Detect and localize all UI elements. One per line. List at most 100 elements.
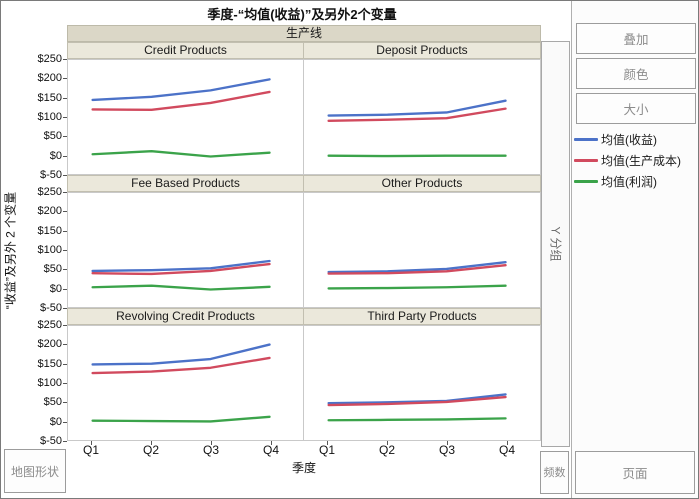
y-tick-label: $150 xyxy=(37,357,62,370)
y-tick-label: $-50 xyxy=(39,435,62,447)
y-tick-mark xyxy=(63,211,67,213)
chart-panel[interactable] xyxy=(67,59,304,175)
y-tick-label: $-50 xyxy=(39,302,62,314)
legend-item[interactable]: 均值(生产成本) xyxy=(574,150,698,171)
panel-header: Other Products xyxy=(303,175,541,192)
legend-line-swatch xyxy=(574,180,598,183)
color-dropzone[interactable]: 颜色 xyxy=(576,58,696,89)
x-tick-mark xyxy=(91,441,92,445)
x-tick-label: Q2 xyxy=(378,443,395,457)
y-tick-label: $250 xyxy=(37,53,62,65)
y-tick-mark xyxy=(63,155,67,157)
series-line xyxy=(91,90,271,112)
y-tick-label: $250 xyxy=(37,186,62,198)
overlay-dropzone[interactable]: 叠加 xyxy=(576,23,696,54)
series-line xyxy=(91,356,271,375)
frequency-dropzone[interactable]: 频数 xyxy=(540,451,569,494)
panel-header: Third Party Products xyxy=(303,308,541,325)
legend: 均值(收益) 均值(生产成本) 均值(利润) xyxy=(574,129,698,192)
y-tick-label: $200 xyxy=(37,72,62,85)
chart-panel[interactable] xyxy=(303,59,541,175)
y-tick-mark xyxy=(63,344,67,346)
chart-panel[interactable] xyxy=(303,325,541,441)
y-tick-mark xyxy=(63,78,67,80)
legend-label: 均值(收益) xyxy=(601,133,657,147)
map-shape-dropzone[interactable]: 地图形状 xyxy=(4,449,66,493)
series-line xyxy=(327,284,507,290)
series-line xyxy=(91,262,271,276)
y-tick-label: $200 xyxy=(37,338,62,351)
x-tick-label: Q4 xyxy=(498,443,515,457)
y-tick-mark xyxy=(63,325,67,326)
x-tick-label: Q4 xyxy=(262,443,279,457)
y-tick-mark xyxy=(63,288,67,290)
legend-label: 均值(生产成本) xyxy=(601,154,681,168)
y-group-dropzone[interactable]: Y 分组 xyxy=(541,41,570,447)
series-line xyxy=(327,395,507,407)
series-line xyxy=(327,261,507,274)
y-tick-label: $0 xyxy=(49,282,62,295)
chart-svg xyxy=(327,261,507,290)
y-axis-title: “收益”及另外 2 个变量 xyxy=(3,191,18,310)
chart-svg xyxy=(327,393,507,422)
x-tick-mark xyxy=(447,441,448,445)
chart-svg xyxy=(91,259,271,291)
y-tick-label: $200 xyxy=(37,205,62,218)
chart-svg xyxy=(91,343,271,423)
y-tick-label: $100 xyxy=(37,111,62,123)
y-tick-label: $100 xyxy=(37,377,62,389)
legend-line-swatch xyxy=(574,138,598,141)
y-tick-mark xyxy=(63,136,67,138)
x-tick-label: Q1 xyxy=(82,443,99,457)
x-tick-label: Q1 xyxy=(318,443,335,457)
x-axis-label: 季度 xyxy=(291,461,316,475)
x-tick-label: Q3 xyxy=(202,443,219,457)
chart-panel[interactable] xyxy=(303,192,541,308)
series-line xyxy=(327,99,507,117)
x-tick-mark xyxy=(327,441,328,445)
y-tick-label: $50 xyxy=(43,130,62,143)
page-dropzone[interactable]: 页面 xyxy=(575,451,695,494)
chart-panel[interactable] xyxy=(67,192,304,308)
y-tick-label: $100 xyxy=(37,244,62,256)
series-line xyxy=(91,284,271,291)
y-tick-mark xyxy=(63,441,67,442)
y-tick-label: $-50 xyxy=(39,169,62,181)
y-tick-mark xyxy=(63,308,67,309)
y-tick-mark xyxy=(63,230,67,232)
series-line xyxy=(91,415,271,423)
group-header: 生产线 xyxy=(67,25,541,42)
chart-svg xyxy=(91,78,271,158)
x-tick-mark xyxy=(211,441,212,445)
y-tick-label: $150 xyxy=(37,91,62,104)
x-tick-mark xyxy=(507,441,508,445)
y-tick-mark xyxy=(63,175,67,176)
y-group-dropzone-label: Y 分组 xyxy=(548,226,562,262)
series-line xyxy=(91,78,271,102)
y-tick-label: $150 xyxy=(37,224,62,237)
chart-panel[interactable] xyxy=(67,325,304,441)
series-line xyxy=(327,393,507,405)
legend-item[interactable]: 均值(收益) xyxy=(574,129,698,150)
series-line xyxy=(91,343,271,366)
x-tick-mark xyxy=(387,441,388,445)
series-line xyxy=(327,107,507,123)
x-tick-mark xyxy=(271,441,272,445)
legend-label: 均值(利润) xyxy=(601,175,657,189)
y-tick-mark xyxy=(63,250,67,251)
legend-line-swatch xyxy=(574,159,598,162)
y-tick-mark xyxy=(63,117,67,118)
y-tick-mark xyxy=(63,269,67,271)
size-dropzone[interactable]: 大小 xyxy=(576,93,696,124)
y-tick-mark xyxy=(63,363,67,365)
legend-item[interactable]: 均值(利润) xyxy=(574,171,698,192)
panel-header: Revolving Credit Products xyxy=(67,308,304,325)
chart-svg xyxy=(327,99,507,158)
series-line xyxy=(91,150,271,158)
y-tick-mark xyxy=(63,421,67,423)
series-line xyxy=(327,264,507,275)
graph-title: 季度-“均值(收益)”及另外2个变量 xyxy=(207,7,397,22)
y-tick-mark xyxy=(63,59,67,60)
series-line xyxy=(327,417,507,422)
